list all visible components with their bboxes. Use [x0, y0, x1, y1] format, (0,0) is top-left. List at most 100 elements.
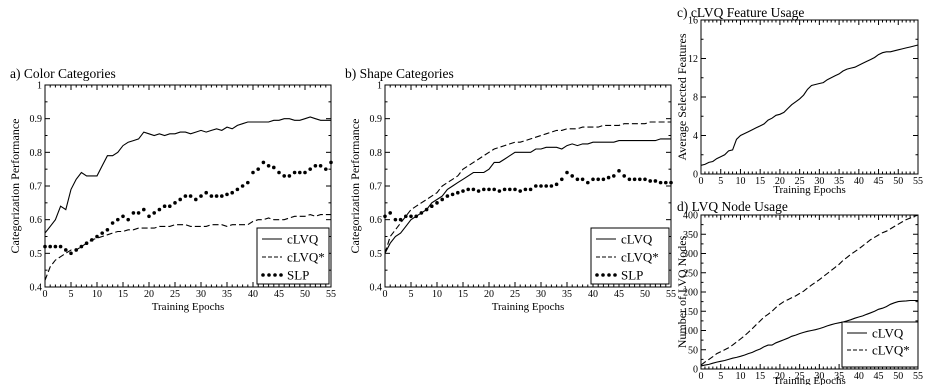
chart-2: b) Shape Categories 0 5 10 15 20 25 30 35 40 45 50 5…: [345, 66, 676, 313]
y-tick-label: 8: [693, 93, 698, 104]
y-tick-label: 16: [688, 16, 698, 27]
data-point: [318, 164, 323, 168]
x-tick-label: 30: [536, 289, 546, 300]
x-tick-label: 0: [699, 371, 704, 382]
series-clvq-star: [384, 121, 671, 254]
x-tick-label: 15: [458, 289, 468, 300]
data-point: [419, 211, 424, 215]
data-point: [136, 211, 141, 215]
data-point: [601, 177, 606, 182]
legend-label: cLVQ: [287, 232, 319, 247]
data-point: [261, 160, 266, 165]
data-point: [414, 214, 419, 219]
data-point: [612, 174, 616, 178]
y-tick-label: 100: [683, 326, 698, 337]
y-tick-label: 0: [693, 170, 698, 181]
data-point: [643, 177, 647, 182]
data-point: [152, 211, 156, 215]
data-point: [220, 194, 224, 198]
x-tick-label: 15: [755, 176, 765, 187]
x-tick-label: 5: [718, 371, 723, 382]
data-point: [199, 194, 203, 198]
legend-marker: [601, 273, 605, 277]
x-tick-label: 40: [854, 371, 864, 382]
data-point: [669, 180, 673, 185]
y-tick-label: 12: [688, 54, 698, 65]
data-point: [116, 217, 120, 222]
legend-label: cLVQ*: [621, 250, 659, 265]
data-point: [43, 244, 47, 249]
legend: cLVQ cLVQ*: [841, 321, 919, 368]
series-line: [384, 138, 671, 254]
data-point: [225, 192, 229, 197]
data-point: [48, 244, 52, 249]
x-tick-label: 45: [614, 289, 624, 300]
data-point: [450, 192, 455, 197]
series-slp: [383, 169, 673, 222]
x-tick-label: 20: [775, 176, 785, 187]
x-tick-label: 55: [913, 371, 923, 382]
data-point: [534, 184, 538, 188]
x-tick-label: 25: [170, 289, 180, 300]
x-tick-label: 40: [588, 289, 598, 300]
data-point: [292, 170, 297, 175]
x-tick-label: 0: [699, 176, 704, 187]
legend-label: cLVQ: [872, 326, 904, 341]
y-tick-label: 0.5: [30, 249, 43, 260]
data-point: [648, 179, 652, 183]
x-axis-label: Training Epochs: [773, 375, 846, 385]
data-point: [256, 167, 261, 171]
data-point: [658, 180, 663, 185]
data-point: [69, 251, 73, 256]
y-tick-label: 4: [693, 131, 698, 142]
data-point: [606, 175, 611, 180]
y-tick-label: 0: [693, 365, 698, 376]
legend-marker: [267, 273, 271, 277]
y-tick-label: 150: [683, 307, 698, 318]
series-line: [700, 44, 919, 166]
data-point: [580, 177, 585, 182]
y-tick-label: 1: [37, 81, 42, 92]
legend: cLVQ cLVQ* SLP: [590, 227, 670, 285]
data-point: [298, 170, 302, 175]
data-point: [157, 207, 162, 212]
data-point: [492, 187, 497, 192]
x-tick-label: 35: [222, 289, 232, 300]
x-tick-label: 5: [69, 289, 74, 300]
y-tick-label: 0.8: [30, 148, 43, 159]
y-axis-label: Categorization Performance: [8, 119, 22, 254]
data-point: [565, 170, 569, 175]
data-point: [554, 182, 559, 187]
data-point: [183, 194, 188, 198]
data-point: [518, 189, 522, 193]
series-line: [44, 116, 331, 234]
x-tick-label: 55: [326, 289, 336, 300]
data-point: [627, 177, 632, 182]
y-tick-label: 350: [683, 230, 698, 241]
x-tick-label: 55: [913, 176, 923, 187]
legend: cLVQ cLVQ* SLP: [256, 227, 330, 285]
data-point: [544, 184, 548, 188]
x-tick-label: 20: [144, 289, 154, 300]
y-tick-label: 0.7: [30, 182, 43, 193]
y-tick-label: 1: [377, 81, 382, 92]
data-point: [162, 204, 167, 208]
data-point: [308, 167, 313, 171]
data-point: [266, 164, 271, 168]
data-point: [168, 204, 172, 208]
data-point: [235, 187, 240, 192]
x-tick-label: 25: [795, 176, 805, 187]
x-tick-label: 35: [834, 371, 844, 382]
data-point: [398, 217, 403, 222]
data-point: [393, 217, 398, 222]
data-point: [126, 217, 130, 222]
legend-marker: [613, 273, 617, 277]
data-point: [131, 211, 136, 215]
data-point: [508, 187, 512, 192]
data-point: [209, 194, 214, 198]
x-tick-label: 0: [383, 289, 388, 300]
data-point: [523, 187, 528, 192]
x-tick-label: 30: [196, 289, 206, 300]
legend-marker: [607, 273, 611, 277]
data-point: [513, 187, 517, 192]
